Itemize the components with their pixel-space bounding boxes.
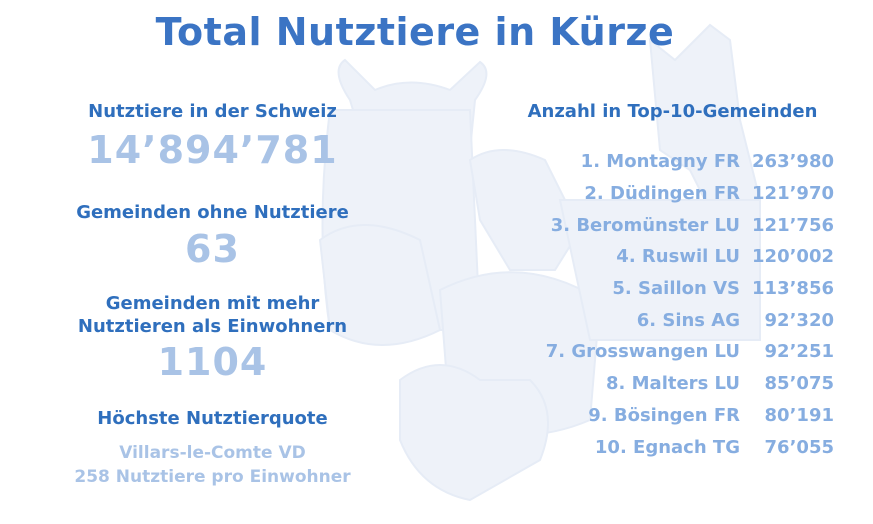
rank-value: 263’980	[752, 151, 834, 173]
horse-body-icon	[558, 199, 761, 341]
total-livestock-label: Nutztiere in der Schweiz	[88, 101, 337, 122]
rank-name: 5. Saillon VS	[612, 278, 740, 300]
chicken-icon	[399, 364, 549, 502]
more-livestock-label-line1: Gemeinden mit mehr	[105, 293, 320, 314]
horse-head-icon	[648, 23, 762, 232]
list-item: 10. Egnach TG 76’055	[500, 431, 840, 463]
rank-value: 80’191	[764, 404, 834, 426]
quota-info: Villars-le-Comte VD 258 Nutztiere pro Ei…	[40, 441, 385, 489]
quota-detail: 258 Nutztiere pro Einwohner	[74, 467, 351, 487]
rank-value: 121’970	[752, 183, 834, 205]
rank-name: 2. Düdingen FR	[584, 183, 740, 205]
list-item: 4. Ruswil LU 120’002	[500, 241, 840, 273]
rank-value: 85’075	[764, 373, 834, 395]
more-livestock-value: 1104	[157, 340, 268, 384]
rank-value: 92’251	[764, 341, 834, 363]
list-item: 1. Montagny FR 263’980	[500, 146, 840, 178]
quota-label: Höchste Nutztierquote	[97, 408, 328, 429]
no-livestock-label: Gemeinden ohne Nutztiere	[76, 202, 349, 223]
rank-name: 8. Malters LU	[606, 373, 740, 395]
rank-name: 9. Bösingen FR	[588, 404, 740, 426]
rank-value: 121’756	[752, 214, 834, 236]
rank-value: 113’856	[752, 278, 834, 300]
list-item: 7. Grosswangen LU 92’251	[500, 336, 840, 368]
list-item: 5. Saillon VS 113’856	[500, 273, 840, 305]
top10-list: 1. Montagny FR 263’980 2. Düdingen FR 121’…	[500, 146, 840, 463]
list-item: 2. Düdingen FR 121’970	[500, 178, 840, 210]
rank-value: 92’320	[764, 309, 834, 331]
list-item: 9. Bösingen FR 80’191	[500, 400, 840, 432]
rank-name: 1. Montagny FR	[580, 151, 740, 173]
no-livestock-value: 63	[185, 227, 240, 271]
top10-heading: Anzahl in Top-10-Gemeinden	[527, 101, 818, 122]
rank-name: 10. Egnach TG	[594, 436, 740, 458]
list-item: 6. Sins AG 92’320	[500, 304, 840, 336]
rank-name: 7. Grosswangen LU	[545, 341, 740, 363]
more-livestock-label-line2: Nutztieren als Einwohnern	[77, 316, 348, 337]
rank-name: 6. Sins AG	[636, 309, 740, 331]
pig-icon	[318, 224, 442, 346]
list-item: 8. Malters LU 85’075	[500, 368, 840, 400]
total-livestock-value: 14’894’781	[87, 128, 338, 172]
page-title: Total Nutztiere in Kürze	[155, 10, 675, 54]
rank-name: 4. Ruswil LU	[616, 246, 740, 268]
list-item: 3. Beromünster LU 121’756	[500, 209, 840, 241]
rank-name: 3. Beromünster LU	[550, 214, 740, 236]
rank-value: 120’002	[752, 246, 834, 268]
more-livestock-label: Gemeinden mit mehr Nutztieren als Einwoh…	[40, 292, 385, 338]
goat-icon	[468, 149, 582, 271]
rank-value: 76’055	[764, 436, 834, 458]
quota-place: Villars-le-Comte VD	[119, 443, 306, 463]
